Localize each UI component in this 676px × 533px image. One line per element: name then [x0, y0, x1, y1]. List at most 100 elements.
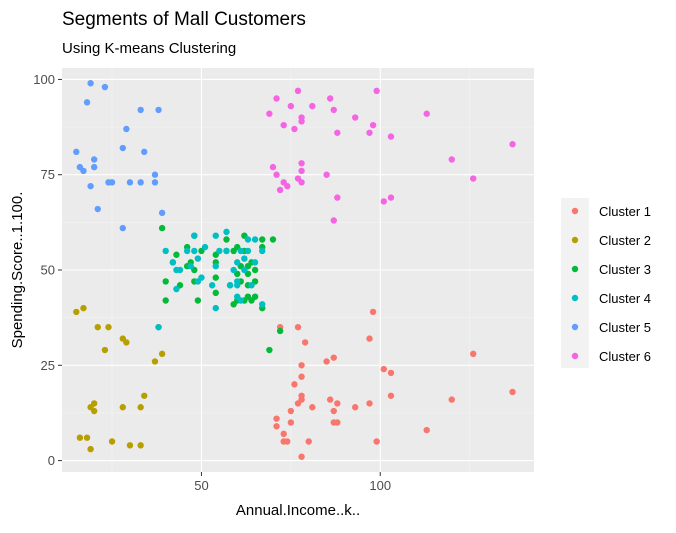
data-point — [373, 438, 380, 445]
data-point — [294, 323, 302, 331]
legend-marker — [571, 323, 579, 331]
data-point — [119, 224, 126, 232]
data-point — [251, 236, 259, 243]
y-tick-label: 0 — [48, 453, 55, 468]
data-point — [90, 156, 98, 163]
data-point — [298, 362, 305, 369]
data-point — [287, 407, 295, 415]
data-point — [330, 407, 337, 415]
data-point — [101, 346, 109, 354]
data-point — [323, 171, 330, 178]
data-point — [448, 156, 455, 163]
data-point — [141, 392, 148, 399]
data-point — [83, 99, 91, 106]
data-point — [162, 278, 169, 285]
data-point — [280, 430, 287, 438]
y-tick-label: 50 — [41, 263, 55, 278]
data-point — [309, 404, 316, 411]
legend-item: Cluster 5 — [561, 315, 651, 339]
data-point — [234, 282, 241, 289]
data-point — [294, 87, 302, 95]
data-point — [155, 323, 162, 331]
data-points — [73, 80, 516, 460]
data-point — [251, 266, 259, 274]
data-point — [223, 247, 230, 255]
data-point — [334, 419, 341, 426]
data-point — [123, 125, 130, 133]
data-point — [273, 415, 280, 422]
data-point — [280, 121, 287, 129]
data-point — [298, 373, 305, 380]
data-point — [212, 289, 219, 297]
data-point — [226, 282, 234, 289]
data-point — [470, 350, 477, 358]
data-point — [380, 198, 388, 205]
data-point — [73, 308, 80, 316]
legend-item: Cluster 1 — [561, 199, 651, 223]
chart-subtitle: Using K-means Clustering — [62, 40, 236, 57]
data-point — [326, 396, 334, 403]
legend-item: Cluster 2 — [561, 228, 651, 252]
data-point — [244, 247, 252, 255]
data-point — [137, 404, 144, 411]
data-point — [151, 171, 159, 178]
data-point — [369, 121, 377, 129]
data-point — [90, 163, 98, 171]
data-point — [173, 285, 180, 293]
data-point — [80, 304, 87, 312]
data-point — [151, 179, 159, 186]
legend-label: Cluster 4 — [599, 291, 651, 306]
data-point — [169, 259, 177, 266]
data-point — [387, 369, 395, 377]
data-point — [176, 266, 184, 274]
data-point — [291, 381, 298, 388]
series-cluster-2 — [73, 304, 166, 453]
data-point — [212, 304, 219, 312]
data-point — [151, 358, 159, 365]
data-point — [119, 404, 126, 411]
data-point — [284, 438, 291, 445]
data-point — [244, 236, 252, 243]
data-point — [380, 365, 388, 373]
legend-item: Cluster 4 — [561, 286, 651, 310]
data-point — [173, 251, 180, 258]
data-point — [305, 438, 312, 445]
data-point — [191, 247, 198, 255]
data-point — [309, 102, 316, 110]
legend-label: Cluster 6 — [599, 349, 651, 364]
data-point — [155, 106, 162, 114]
data-point — [326, 95, 334, 102]
legend-label: Cluster 1 — [599, 204, 651, 219]
data-point — [223, 228, 230, 236]
data-point — [298, 453, 305, 460]
data-point — [248, 282, 255, 289]
data-point — [87, 445, 94, 453]
data-point — [198, 274, 205, 281]
data-point — [194, 255, 202, 262]
data-point — [276, 186, 284, 194]
data-point — [448, 396, 455, 403]
data-point — [237, 297, 244, 304]
data-point — [101, 83, 109, 91]
data-point — [298, 118, 305, 125]
data-point — [423, 426, 430, 434]
data-point — [352, 404, 359, 411]
data-point — [259, 301, 266, 308]
data-point — [94, 205, 101, 213]
data-point — [208, 282, 216, 289]
data-point — [76, 434, 84, 441]
data-point — [373, 87, 380, 95]
data-point — [366, 129, 373, 136]
y-tick-label: 75 — [41, 167, 55, 182]
data-point — [212, 232, 219, 239]
data-point — [137, 179, 144, 186]
data-point — [162, 297, 169, 304]
data-point — [90, 407, 98, 415]
legend-marker — [571, 236, 579, 244]
legend-marker — [571, 294, 579, 302]
data-point — [387, 392, 395, 399]
data-point — [194, 297, 202, 304]
chart-title: Segments of Mall Customers — [62, 9, 306, 30]
data-point — [323, 358, 330, 365]
